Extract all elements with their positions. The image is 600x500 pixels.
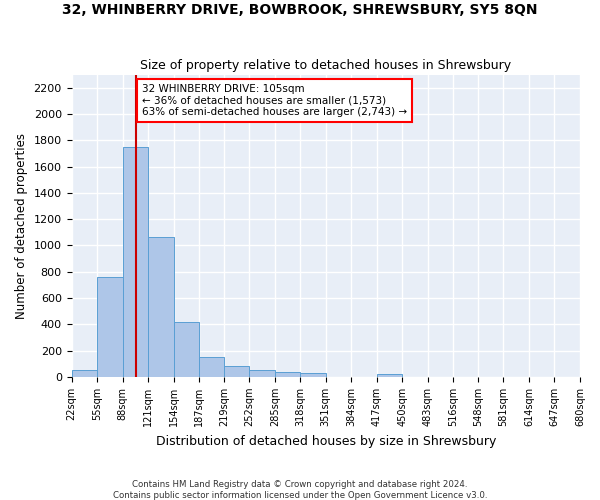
Title: Size of property relative to detached houses in Shrewsbury: Size of property relative to detached ho… bbox=[140, 59, 511, 72]
Bar bbox=[224, 366, 249, 377]
Bar bbox=[122, 147, 148, 377]
Bar bbox=[249, 370, 275, 377]
Bar bbox=[97, 277, 122, 377]
Bar bbox=[275, 372, 300, 377]
Bar bbox=[377, 374, 402, 377]
Text: 32, WHINBERRY DRIVE, BOWBROOK, SHREWSBURY, SY5 8QN: 32, WHINBERRY DRIVE, BOWBROOK, SHREWSBUR… bbox=[62, 2, 538, 16]
X-axis label: Distribution of detached houses by size in Shrewsbury: Distribution of detached houses by size … bbox=[155, 434, 496, 448]
Bar bbox=[148, 237, 173, 377]
Bar bbox=[199, 356, 224, 377]
Text: 32 WHINBERRY DRIVE: 105sqm
← 36% of detached houses are smaller (1,573)
63% of s: 32 WHINBERRY DRIVE: 105sqm ← 36% of deta… bbox=[142, 84, 407, 117]
Text: Contains HM Land Registry data © Crown copyright and database right 2024.
Contai: Contains HM Land Registry data © Crown c… bbox=[113, 480, 487, 500]
Y-axis label: Number of detached properties: Number of detached properties bbox=[15, 132, 28, 319]
Bar bbox=[71, 370, 97, 377]
Bar bbox=[300, 373, 326, 377]
Bar bbox=[173, 322, 199, 377]
